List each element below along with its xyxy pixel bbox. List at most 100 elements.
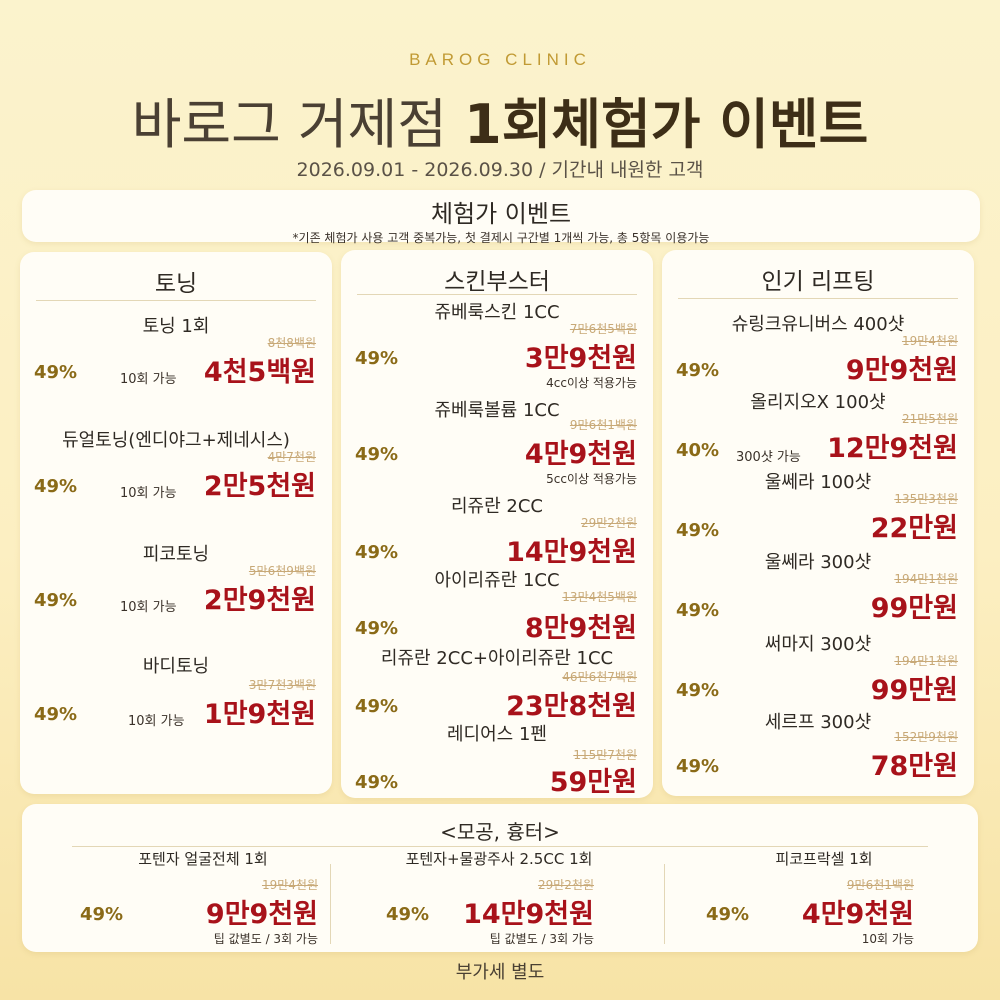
discount-percent: 49%	[706, 904, 750, 925]
event-price: 2만9천원	[203, 585, 316, 616]
item-name: 레디어스 1펜	[447, 724, 547, 745]
event-price: 4만9천원	[524, 439, 637, 470]
divider	[330, 864, 331, 944]
event-price: 59만원	[549, 767, 637, 798]
pores-panel: <모공, 흉터> 포텐자 얼굴전체 1회 19만4천원 49% 9만9천원 팁 …	[22, 804, 978, 952]
original-price: 8천8백원	[267, 336, 316, 350]
original-price: 3만7천3백원	[248, 678, 316, 692]
condition-note: 팁 값별도 / 3회 가능	[213, 932, 318, 946]
condition-note: 10회 가능	[861, 932, 914, 946]
item-name: 듀얼토닝(엔디야그+제네시스)	[62, 430, 290, 451]
lifting-panel: 인기 리프팅 슈링크유니버스 400샷 19만4천원 49% 9만9천원 올리지…	[662, 250, 974, 796]
discount-percent: 49%	[355, 696, 399, 717]
divider	[664, 864, 665, 944]
event-price: 4천5백원	[203, 357, 316, 388]
original-price: 21만5천원	[901, 412, 958, 426]
discount-percent: 49%	[34, 362, 78, 383]
discount-percent: 49%	[386, 904, 430, 925]
event-price: 22만원	[870, 513, 958, 544]
original-price: 19만4천원	[901, 334, 958, 348]
original-price: 152만9천원	[894, 730, 958, 744]
discount-percent: 49%	[676, 756, 720, 777]
availability: 10회 가능	[120, 600, 177, 615]
discount-percent: 49%	[355, 542, 399, 563]
event-period: 2026.09.01 - 2026.09.30 / 기간내 내원한 고객	[296, 159, 704, 181]
discount-percent: 49%	[676, 680, 720, 701]
event-price: 8만9천원	[524, 613, 637, 644]
item-name: 울쎄라 300샷	[764, 552, 872, 573]
original-price: 13만4천5백원	[562, 590, 637, 604]
toning-title: 토닝	[154, 271, 198, 297]
item-name: 피코프락셀 1회	[775, 850, 873, 868]
brand-name: BAROG CLINIC	[409, 50, 591, 69]
discount-percent: 49%	[80, 904, 124, 925]
discount-percent: 49%	[676, 520, 720, 541]
original-price: 19만4천원	[261, 878, 318, 892]
original-price: 29만2천원	[580, 516, 637, 530]
availability: 300샷 가능	[736, 450, 801, 465]
title-main: 바로그 거제점	[131, 93, 465, 156]
event-price: 9만9천원	[845, 355, 958, 386]
original-price: 9만6천1백원	[846, 878, 914, 892]
original-price: 115만7천원	[573, 748, 637, 762]
event-price: 3만9천원	[524, 343, 637, 374]
item-name: 피코토닝	[142, 544, 210, 565]
discount-percent: 49%	[34, 476, 78, 497]
event-price: 12만9천원	[827, 433, 958, 464]
item-name: 아이리쥬란 1CC	[434, 570, 560, 591]
original-price: 5만6천9백원	[248, 564, 316, 578]
original-price: 46만6천7백원	[562, 670, 637, 684]
title-highlight: 1회체험가 이벤트	[464, 93, 869, 156]
vat-note: 부가세 별도	[455, 962, 545, 983]
event-price: 2만5천원	[203, 471, 316, 502]
condition-note: 5cc이상 적용가능	[546, 472, 637, 486]
item-name: 리쥬란 2CC+아이리쥬란 1CC	[380, 648, 614, 669]
lifting-title: 인기 리프팅	[761, 269, 875, 295]
original-price: 194만1천원	[894, 572, 958, 586]
item-name: 리쥬란 2CC	[451, 496, 543, 517]
divider	[678, 298, 958, 299]
item-name: 올리지오X 100샷	[750, 392, 886, 413]
event-price: 1만9천원	[203, 699, 316, 730]
discount-percent: 49%	[34, 704, 78, 725]
divider	[357, 294, 637, 295]
event-price: 23만8천원	[506, 691, 637, 722]
item-name: 쥬베룩볼륨 1CC	[434, 400, 560, 421]
divider	[36, 300, 316, 301]
original-price: 135만3천원	[894, 492, 958, 506]
discount-percent: 49%	[676, 360, 720, 381]
item-name: 슈링크유니버스 400샷	[731, 314, 905, 335]
availability: 10회 가능	[120, 486, 177, 501]
original-price: 7만6천5백원	[569, 322, 637, 336]
event-price: 14만9천원	[463, 899, 594, 930]
event-price: 9만9천원	[205, 899, 318, 930]
item-name: 포텐자 얼굴전체 1회	[138, 850, 268, 868]
event-price: 99만원	[870, 593, 958, 624]
original-price: 194만1천원	[894, 654, 958, 668]
event-price: 78만원	[870, 751, 958, 782]
condition-note: 팁 값별도 / 3회 가능	[489, 932, 594, 946]
item-name: 포텐자+물광주사 2.5CC 1회	[405, 850, 593, 868]
event-note: *기존 체험가 사용 고객 중복가능, 첫 결제시 구간별 1개씩 가능, 총 …	[292, 231, 710, 245]
discount-percent: 40%	[676, 440, 720, 461]
divider	[72, 846, 928, 847]
discount-percent: 49%	[355, 772, 399, 793]
item-name: 바디토닝	[142, 656, 210, 677]
event-heading: 체험가 이벤트	[430, 200, 572, 228]
discount-percent: 49%	[355, 618, 399, 639]
discount-percent: 49%	[355, 444, 399, 465]
event-price: 4만9천원	[801, 899, 914, 930]
item-name: 쥬베룩스킨 1CC	[434, 302, 560, 323]
discount-percent: 49%	[355, 348, 399, 369]
item-name: 토닝 1회	[142, 316, 210, 337]
item-name: 세르프 300샷	[764, 712, 872, 733]
item-name: 써마지 300샷	[764, 634, 872, 655]
item-name: 울쎄라 100샷	[764, 472, 872, 493]
toning-panel: 토닝 토닝 1회 8천8백원 49% 10회 가능 4천5백원 듀얼토닝(엔디야…	[20, 252, 332, 794]
pores-title: <모공, 흉터>	[440, 820, 560, 844]
event-price: 14만9천원	[506, 537, 637, 568]
skinbooster-title: 스킨부스터	[444, 269, 550, 295]
original-price: 4만7천원	[267, 450, 316, 464]
page-title: 바로그 거제점 1회체험가 이벤트	[0, 80, 1000, 159]
original-price: 29만2천원	[537, 878, 594, 892]
